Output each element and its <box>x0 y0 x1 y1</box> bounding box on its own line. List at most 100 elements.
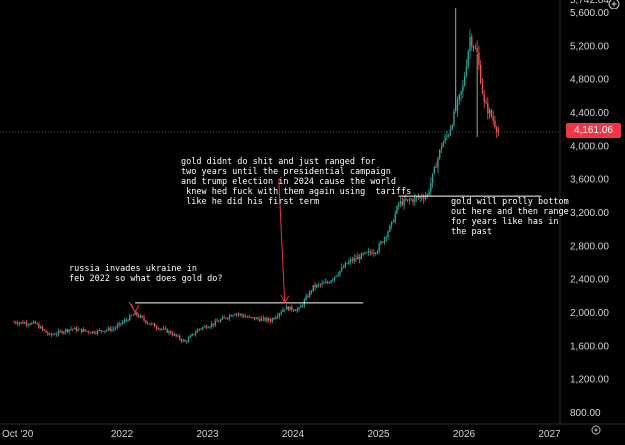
candle-body <box>212 323 215 325</box>
candle-body <box>84 329 86 331</box>
candle-body <box>431 173 434 184</box>
candle-body <box>148 323 151 325</box>
candle-body <box>80 328 83 332</box>
candle-body <box>77 329 79 331</box>
candle-body <box>367 251 370 253</box>
candle-body <box>474 47 477 49</box>
candle-body <box>337 274 339 276</box>
candle-body <box>40 326 42 329</box>
candle-body <box>456 99 459 111</box>
candle-body <box>41 326 44 330</box>
candle-body <box>114 327 117 329</box>
candle-body <box>146 322 149 324</box>
candle-body <box>357 256 359 260</box>
candle-body <box>243 315 245 317</box>
candle-body <box>496 127 498 133</box>
candle-body <box>237 313 240 315</box>
candle-body <box>273 318 275 320</box>
candle-body <box>433 166 436 174</box>
candle-body <box>228 315 231 319</box>
y-tick-label: 3,200.00 <box>570 208 609 219</box>
candle-body <box>203 326 206 328</box>
candle-body <box>455 110 457 112</box>
candle-body <box>442 142 444 148</box>
candle-body <box>422 198 425 200</box>
candle-body <box>196 329 199 333</box>
candle-body <box>64 329 67 332</box>
plus-icon[interactable] <box>607 0 621 9</box>
y-tick-label: 4,400.00 <box>570 108 609 119</box>
y-tick-label: 4,000.00 <box>570 141 609 152</box>
candle-body <box>132 314 135 316</box>
candle-body <box>298 307 300 310</box>
candle-body <box>426 194 428 197</box>
candle-body <box>421 196 423 199</box>
candle-body <box>430 183 432 192</box>
y-tick-label: 1,200.00 <box>570 375 609 386</box>
candle-body <box>374 252 377 254</box>
candle-body <box>130 315 133 317</box>
candle-body <box>394 213 396 222</box>
candle-body <box>194 332 197 335</box>
candle-body <box>244 316 247 318</box>
candle-body <box>47 332 49 335</box>
candle-body <box>121 322 124 324</box>
candle-body <box>88 331 90 333</box>
candle-body <box>378 244 380 252</box>
candle-body <box>72 328 74 330</box>
candle-body <box>412 199 414 202</box>
annotation-arrow-head <box>134 304 140 313</box>
candle-body <box>100 330 102 332</box>
candle-body <box>323 283 325 284</box>
candle-body <box>492 116 494 121</box>
candle-body <box>168 331 170 333</box>
candle-body <box>157 328 159 330</box>
candle-body <box>305 296 307 300</box>
x-tick-label: 2026 <box>453 429 476 440</box>
candle-body <box>259 318 261 321</box>
candle-body <box>349 259 352 262</box>
gear-icon[interactable] <box>589 423 603 437</box>
candle-body <box>91 331 94 334</box>
candle-body <box>266 318 268 321</box>
candle-body <box>362 253 364 255</box>
candle-body <box>365 252 368 254</box>
candle-body <box>376 251 379 253</box>
candle-body <box>264 317 266 321</box>
candle-body <box>105 329 108 331</box>
candle-body <box>171 333 174 336</box>
candle-body <box>18 322 21 324</box>
candle-body <box>221 317 224 320</box>
candle-body <box>173 334 176 336</box>
candle-body <box>43 329 45 331</box>
candle-body <box>446 135 448 137</box>
candle-body <box>341 267 343 271</box>
candle-body <box>479 64 482 84</box>
candle-body <box>161 328 163 330</box>
candle-body <box>129 315 131 321</box>
y-tick-label: 5,200.00 <box>570 41 609 52</box>
candle-body <box>75 327 78 331</box>
candle-body <box>373 252 375 254</box>
annotation-arrow-head <box>284 295 290 304</box>
candle-body <box>490 110 493 117</box>
candle-body <box>152 323 154 325</box>
candle-body <box>463 75 466 86</box>
candle-body <box>111 328 113 331</box>
candle-body <box>355 258 357 260</box>
candle-body <box>102 331 104 332</box>
candle-body <box>333 276 336 280</box>
candle-body <box>364 252 366 254</box>
candle-body <box>268 318 270 321</box>
candle-body <box>139 315 142 318</box>
candle-body <box>401 201 404 206</box>
candle-body <box>284 309 286 311</box>
y-tick-label: 3,600.00 <box>570 175 609 186</box>
candle-body <box>150 323 152 325</box>
candle-body <box>440 147 443 150</box>
candle-body <box>98 330 101 331</box>
candle-body <box>326 282 329 283</box>
candle-body <box>15 322 17 324</box>
candle-body <box>467 51 469 66</box>
